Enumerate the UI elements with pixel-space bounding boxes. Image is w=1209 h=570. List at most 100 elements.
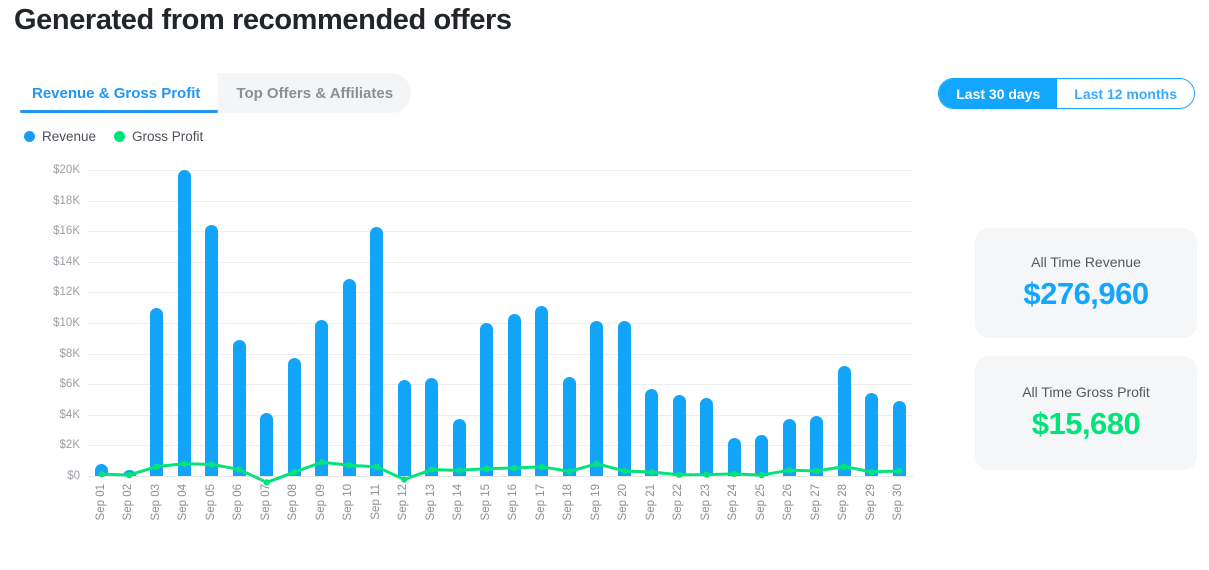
page-title: Generated from recommended offers — [14, 4, 512, 36]
revenue-bar[interactable] — [397, 379, 411, 476]
y-axis-tick-label: $2K — [59, 439, 80, 452]
revenue-bar[interactable] — [672, 394, 686, 476]
stat-card-all-time-revenue: All Time Revenue $276,960 — [975, 228, 1197, 338]
revenue-gross-profit-chart: $20K $18K $16K $14K $12K $10K $8K $6K $4K $2K $0 S… — [0, 158, 930, 558]
revenue-bar[interactable] — [260, 413, 274, 476]
revenue-bar[interactable] — [617, 321, 631, 476]
revenue-bar[interactable] — [342, 278, 356, 476]
legend-label: Gross Profit — [132, 129, 204, 144]
x-axis-tick-label: Sep 07 — [259, 484, 272, 521]
y-axis-tick-label: $4K — [59, 408, 80, 421]
y-axis-labels: $20K $18K $16K $14K $12K $10K $8K $6K $4K $2K $0 — [30, 164, 80, 482]
x-axis-tick-label: Sep 29 — [864, 484, 877, 521]
chart-gridline — [88, 414, 913, 416]
revenue-bar[interactable] — [755, 434, 769, 476]
range-option-last-12-months[interactable]: Last 12 months — [1057, 79, 1194, 108]
y-axis-tick-label: $10K — [53, 317, 80, 329]
revenue-bar[interactable] — [645, 388, 659, 476]
revenue-bar[interactable] — [865, 393, 879, 476]
x-axis-tick-label: Sep 15 — [479, 484, 492, 521]
revenue-bar[interactable] — [177, 170, 191, 476]
y-axis-tick-label: $6K — [59, 378, 80, 391]
y-axis-tick-label: $16K — [53, 225, 80, 238]
revenue-bar[interactable] — [810, 416, 824, 476]
stat-card-label: All Time Gross Profit — [1022, 384, 1150, 400]
stat-card-value: $276,960 — [1023, 276, 1149, 311]
x-axis-labels: Sep 01 Sep 02 Sep 03 Sep 04 Sep 05 Sep 06 Sep … — [88, 480, 913, 558]
x-axis-tick-label: Sep 26 — [782, 484, 795, 521]
x-axis-tick-label: Sep 24 — [727, 484, 740, 521]
x-axis-tick-label: Sep 10 — [342, 484, 355, 521]
tab-bar: Revenue & Gross Profit Top Offers & Affi… — [14, 73, 412, 113]
legend-label: Revenue — [42, 129, 97, 144]
revenue-bar[interactable] — [370, 226, 384, 476]
legend-item-revenue[interactable]: Revenue — [24, 129, 96, 144]
stat-card-all-time-gross-profit: All Time Gross Profit $15,680 — [975, 356, 1197, 470]
revenue-bar[interactable] — [122, 470, 136, 476]
chart-gridline — [88, 384, 913, 386]
y-axis-tick-label: $14K — [53, 255, 80, 268]
x-axis-tick-label: Sep 30 — [892, 484, 905, 521]
legend-dot-icon — [114, 131, 126, 142]
x-axis-tick-label: Sep 28 — [837, 484, 850, 521]
revenue-bar[interactable] — [150, 307, 164, 476]
chart-gridline — [88, 231, 913, 233]
x-axis-tick-label: Sep 12 — [397, 484, 410, 521]
chart-gridline — [88, 445, 913, 447]
revenue-bar[interactable] — [727, 437, 741, 476]
revenue-bar[interactable] — [480, 323, 494, 476]
y-axis-tick-label: $0 — [67, 470, 80, 482]
chart-legend: Revenue Gross Profit — [24, 129, 203, 144]
chart-gridline — [88, 200, 913, 202]
x-axis-tick-label: Sep 13 — [424, 484, 437, 521]
y-axis-tick-label: $12K — [53, 286, 80, 299]
x-axis-tick-label: Sep 21 — [644, 484, 657, 521]
x-axis-tick-label: Sep 18 — [562, 484, 575, 521]
revenue-bar[interactable] — [95, 463, 109, 476]
x-axis-tick-label: Sep 23 — [699, 484, 712, 521]
legend-dot-icon — [24, 131, 35, 142]
x-axis-tick-label: Sep 08 — [287, 484, 300, 521]
x-axis-tick-label: Sep 22 — [672, 484, 685, 521]
revenue-bar[interactable] — [452, 419, 466, 476]
x-axis-tick-label: Sep 09 — [314, 484, 327, 521]
revenue-bar[interactable] — [425, 378, 439, 476]
revenue-bar[interactable] — [700, 397, 714, 476]
legend-item-gross-profit[interactable]: Gross Profit — [114, 129, 203, 144]
revenue-bar[interactable] — [535, 306, 549, 476]
revenue-bar[interactable] — [590, 321, 604, 476]
revenue-bar[interactable] — [205, 225, 219, 476]
tab-label: Top Offers & Affiliates — [236, 84, 394, 102]
revenue-bar[interactable] — [782, 419, 796, 476]
revenue-bar[interactable] — [562, 376, 576, 476]
tab-revenue-gross-profit[interactable]: Revenue & Gross Profit — [14, 73, 219, 113]
x-axis-tick-label: Sep 25 — [754, 484, 767, 521]
revenue-bar[interactable] — [892, 401, 906, 476]
chart-gridline — [88, 292, 913, 294]
revenue-bar[interactable] — [315, 319, 329, 476]
chart-gridline — [88, 476, 913, 477]
date-range-toggle: Last 30 days Last 12 months — [938, 78, 1195, 109]
y-axis-tick-label: $8K — [59, 347, 80, 360]
range-option-last-30-days[interactable]: Last 30 days — [939, 79, 1058, 108]
chart-gridline — [88, 353, 913, 355]
x-axis-tick-label: Sep 27 — [809, 484, 822, 521]
revenue-bar[interactable] — [232, 339, 246, 476]
x-axis-tick-label: Sep 11 — [369, 484, 382, 520]
range-option-label: Last 12 months — [1074, 85, 1177, 102]
x-axis-tick-label: Sep 06 — [232, 484, 245, 521]
x-axis-tick-label: Sep 02 — [122, 484, 135, 521]
stat-card-label: All Time Revenue — [1031, 254, 1141, 270]
revenue-bar[interactable] — [287, 358, 301, 476]
stat-card-value: $15,680 — [1031, 406, 1141, 441]
tab-label: Revenue & Gross Profit — [32, 84, 201, 102]
x-axis-tick-label: Sep 19 — [589, 484, 602, 521]
x-axis-tick-label: Sep 01 — [94, 484, 107, 521]
y-axis-tick-label: $18K — [53, 194, 80, 207]
tab-top-offers-affiliates[interactable]: Top Offers & Affiliates — [218, 73, 412, 113]
x-axis-tick-label: Sep 20 — [617, 484, 630, 521]
revenue-bar[interactable] — [837, 365, 851, 476]
revenue-bar[interactable] — [507, 313, 521, 476]
range-option-label: Last 30 days — [956, 85, 1041, 102]
